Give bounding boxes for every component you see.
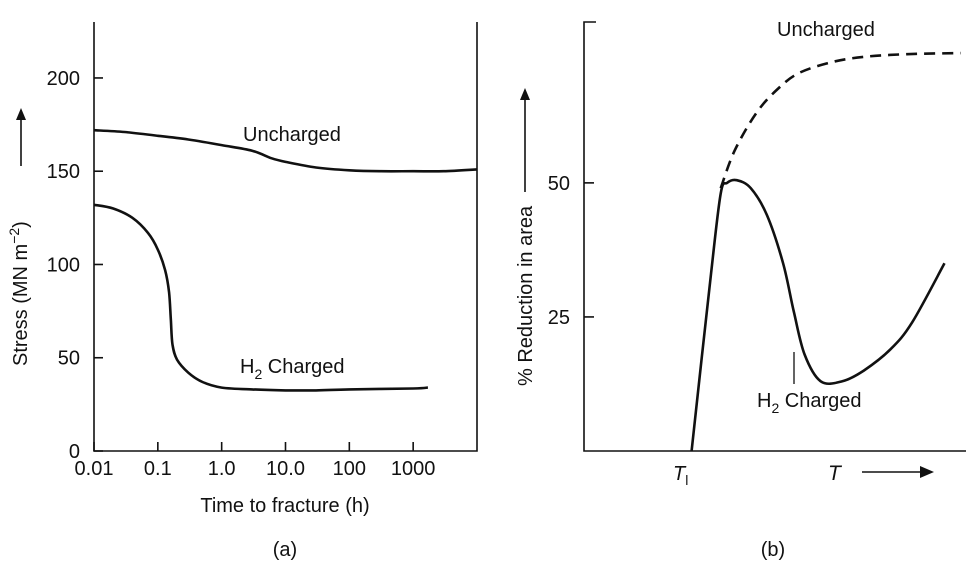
panel-a-y-axis-label: Stress (MN m−2) [6,221,32,366]
panel-b-y-tick-label: 25 [548,307,570,329]
panel-a-y-tick-label: 50 [58,348,80,370]
panel-a-y-tick-label: 150 [47,161,80,183]
panel-b-axis-frame [583,21,966,452]
panel-b-label-h2-charged: H2 Charged [757,390,862,416]
panel-a-series [93,128,478,392]
panel-a-label-uncharged: Uncharged [243,124,341,146]
panel-b-panel-label: (b) [761,539,785,561]
panel-b-uncharged-dashed-curve [719,51,961,189]
panel-a-chart: 0 50 100 150 200 0.01 0.1 1.0 10.0 100 1000 Uncha… [6,22,478,561]
panel-b-x-axis-label: T [828,462,843,485]
panel-a-y-ticks: 0 50 100 150 200 [47,68,103,463]
panel-b-y-arrow-head [520,88,530,100]
panel-b-y-ticks: 25 50 [548,173,594,329]
panel-b-h2-charged-curve [690,178,946,452]
panel-b-x-arrow-head [920,466,934,478]
panel-b-series [690,51,961,452]
panel-a-x-tick-label: 1000 [391,458,436,480]
panel-b-x-tick-tl: Tl [673,463,688,488]
panel-b-label-uncharged: Uncharged [777,19,875,41]
panel-a-y-tick-label: 200 [47,68,80,90]
panel-a-uncharged-curve [93,128,478,173]
panel-a-panel-label: (a) [273,539,297,561]
panel-b-y-tick-label: 50 [548,173,570,195]
panel-a-label-h2-charged: H2 Charged [240,356,345,382]
panel-a-y-tick-label: 0 [69,441,80,463]
panel-b-y-axis-label: % Reduction in area [515,205,537,386]
panel-b-chart: 25 50 Uncharged H2 Charged Tl T % Reducti… [515,19,966,561]
panel-a-y-arrow-head [16,108,26,120]
panel-a-y-tick-label: 100 [47,254,80,276]
panel-a-h2-charged-curve [93,203,428,392]
panel-a-x-axis-label: Time to fracture (h) [200,495,369,517]
panel-a-x-ticks: 0.01 0.1 1.0 10.0 100 1000 [75,442,436,480]
panel-a-x-tick-label: 0.01 [75,458,114,480]
panel-b-y-axis-label-group: % Reduction in area [515,88,537,386]
panel-a-x-tick-label: 1.0 [208,458,236,480]
panel-a-y-axis-label-group: Stress (MN m−2) [6,108,32,366]
panel-a-x-tick-label: 100 [333,458,366,480]
panel-a-x-tick-label: 10.0 [266,458,305,480]
panel-a-x-tick-label: 0.1 [144,458,172,480]
